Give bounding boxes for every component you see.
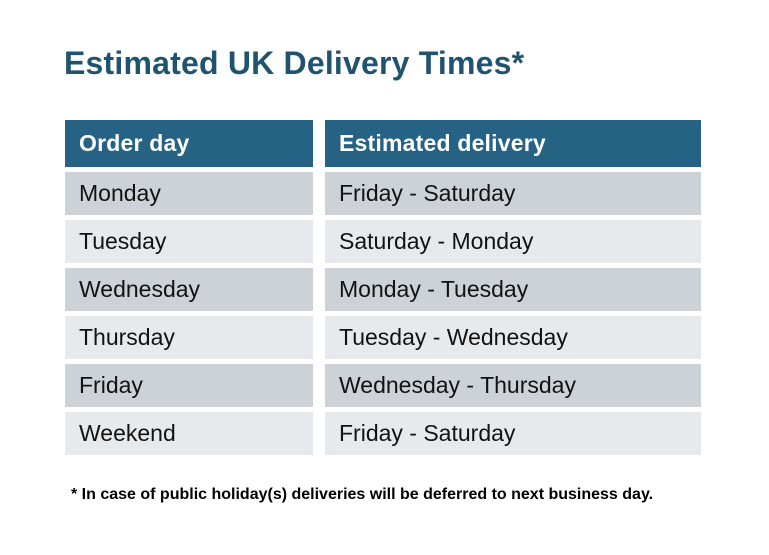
footnote: * In case of public holiday(s) deliverie…	[71, 486, 654, 503]
delivery-cell: Friday - Saturday	[325, 412, 701, 455]
delivery-cell: Saturday - Monday	[325, 220, 701, 263]
column-header-estimated-delivery: Estimated delivery	[325, 120, 701, 167]
order-day-cell: Friday	[65, 364, 313, 407]
page-title: Estimated UK Delivery Times*	[64, 45, 525, 81]
order-day-cell: Wednesday	[65, 268, 313, 311]
order-day-cell: Tuesday	[65, 220, 313, 263]
order-day-cell: Thursday	[65, 316, 313, 359]
order-day-cell: Monday	[65, 172, 313, 215]
column-header-order-day: Order day	[65, 120, 313, 167]
delivery-cell: Tuesday - Wednesday	[325, 316, 701, 359]
delivery-cell: Wednesday - Thursday	[325, 364, 701, 407]
order-day-cell: Weekend	[65, 412, 313, 455]
delivery-cell: Friday - Saturday	[325, 172, 701, 215]
delivery-cell: Monday - Tuesday	[325, 268, 701, 311]
delivery-table: Order day Estimated delivery Monday Frid…	[65, 120, 701, 455]
